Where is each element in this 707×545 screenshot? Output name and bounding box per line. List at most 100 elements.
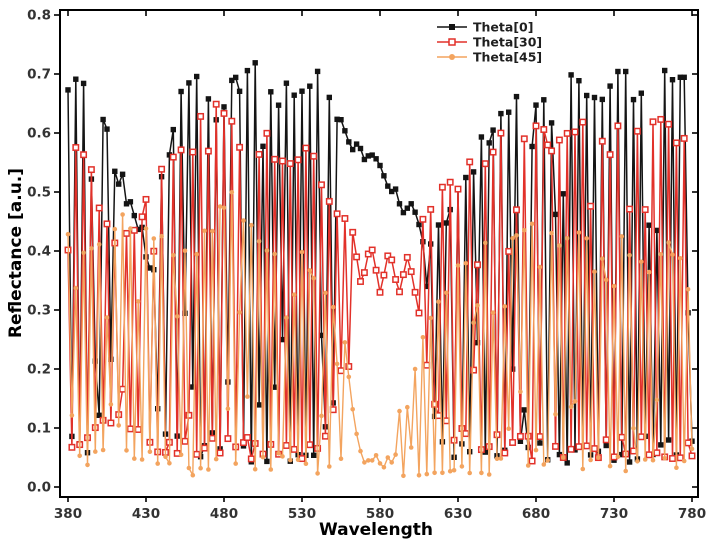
marker-circle [210,228,215,234]
marker-open-square [349,228,357,236]
marker-circle [631,425,636,431]
marker-circle [436,299,441,305]
marker-square [552,211,559,218]
marker-square [264,458,270,465]
marker-circle [112,226,118,232]
marker-square [236,88,243,94]
marker-open-square [567,445,575,453]
marker-square [205,96,212,102]
marker-circle [678,255,683,261]
marker-square [463,174,469,181]
marker-square [654,227,660,234]
marker-open-square [107,419,115,427]
marker-open-square [489,148,497,156]
marker-open-square [563,129,571,137]
marker-circle [77,453,82,459]
marker-open-square [169,153,177,161]
marker-open-square [87,166,95,174]
marker-circle [486,472,492,477]
marker-circle [139,457,145,462]
marker-circle [432,470,437,476]
marker-circle [81,250,86,256]
series-theta45 [65,190,695,479]
marker-square [233,74,239,81]
marker-open-square [185,411,193,419]
marker-circle [424,471,430,477]
marker-open-square [583,442,591,450]
marker-square [400,209,407,216]
marker-circle [674,465,679,471]
marker-circle [260,454,266,460]
marker-circle [490,310,496,316]
x-tick-label: 580 [366,506,394,522]
marker-square [338,117,344,123]
marker-circle [603,277,609,283]
marker-square [369,152,375,158]
marker-open-square [587,202,595,210]
marker-circle [323,290,328,296]
marker-square [658,442,664,448]
marker-open-square [372,266,380,274]
marker-circle [467,470,473,476]
marker-open-square [263,129,271,137]
marker-square [357,145,364,152]
marker-circle [401,473,406,479]
marker-circle [420,335,426,340]
marker-circle [206,467,211,472]
marker-square [533,102,539,108]
marker-square [424,283,430,290]
marker-square [572,447,578,453]
marker-circle [658,252,664,257]
marker-open-square [544,141,552,149]
marker-square [283,80,290,86]
marker-open-square [513,206,520,214]
marker-open-square [466,158,474,166]
marker-circle [440,470,445,476]
marker-square [186,80,192,86]
marker-square [576,78,582,84]
marker-square [513,93,520,100]
marker-circle [120,212,125,217]
marker-open-square [423,361,431,369]
marker-open-square [290,445,298,453]
marker-circle [198,465,203,471]
marker-square [127,199,134,205]
marker-open-square [552,442,559,450]
marker-square [116,181,122,187]
marker-circle [381,465,387,470]
marker-circle [518,389,523,395]
marker-open-square [224,435,232,443]
marker-square [548,120,555,126]
marker-circle [143,226,149,231]
marker-open-square [516,432,524,440]
marker-circle [128,226,133,231]
marker-circle [408,445,414,450]
marker-open-square [138,213,146,221]
marker-open-square [72,144,80,151]
marker-square [412,209,418,215]
x-axis-title: Wavelength [318,520,434,540]
marker-square [365,153,371,159]
marker-circle [475,303,480,308]
marker-square [318,332,325,339]
marker-circle [171,252,176,258]
marker-circle [447,468,453,474]
x-tick-label: 530 [288,506,316,522]
marker-square [556,451,563,458]
marker-square [416,221,422,228]
marker-square [135,226,141,233]
marker-open-square [388,256,396,264]
marker-square [630,96,637,103]
marker-open-square [364,250,372,258]
marker-square [568,72,574,78]
marker-square [291,92,297,98]
marker-circle [190,472,196,478]
marker-circle [366,458,371,463]
marker-circle [463,261,469,266]
marker-circle [354,431,359,437]
marker-circle [681,458,687,464]
marker-square [147,265,153,271]
marker-circle [545,458,550,463]
legend-label: Theta[45] [473,50,542,65]
